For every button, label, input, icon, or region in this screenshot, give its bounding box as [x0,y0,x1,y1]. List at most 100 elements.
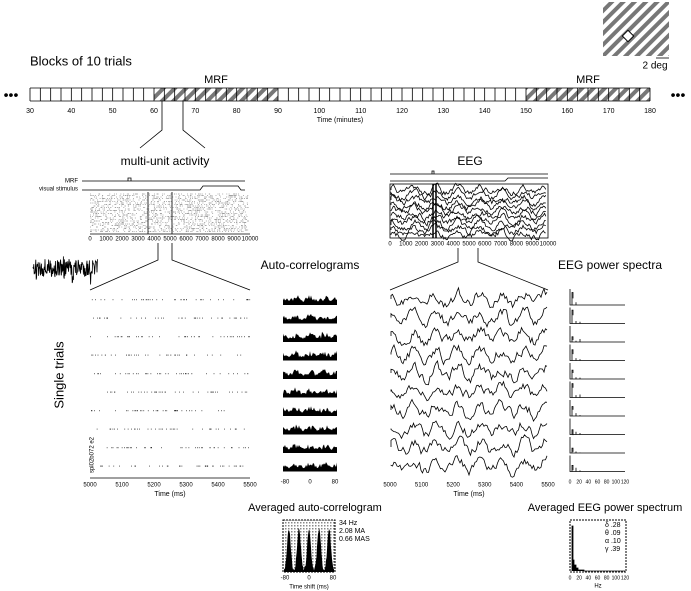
tick-label: 5300 [179,483,193,489]
tick-label: 0 [388,242,392,248]
tick-label: 5500 [541,483,555,489]
tick-label: 130 [437,108,449,115]
axis-label: Time (ms) [154,491,185,498]
axis-label: Time (ms) [453,491,484,498]
panel-title: EEG power spectra [558,258,662,272]
eeg-markers [432,184,437,238]
stat: 0.66 MAS [339,536,370,543]
tick-label: 9000 [526,242,540,248]
tick-label: 3000 [431,242,445,248]
tick-label: 7000 [494,242,508,248]
spectrum [569,344,625,361]
eeg-trial [390,420,548,440]
autocorrelogram [283,314,337,324]
unit-id: spl02b072 e2 [90,436,96,473]
spectrum [569,437,625,454]
raster-markers [147,192,173,234]
tick-label: 0 [569,575,572,581]
spectrum [569,418,625,436]
row-label: visual stimulus [39,187,78,193]
ellipsis: ••• [671,87,686,103]
tick-label: 6000 [179,237,193,243]
stimulus-grating [603,2,669,56]
eeg-trial [390,286,548,309]
autocorrelogram [283,295,337,305]
spike-train [96,428,245,430]
eeg-trial [390,380,548,402]
tick-label: 5100 [115,483,129,489]
timeline-title: Blocks of 10 trials [30,53,132,68]
autocorrelogram [283,369,337,379]
autocorrelogram [283,387,337,398]
tick-label: 160 [561,108,573,115]
eeg-trace [390,182,547,197]
eeg-trial [390,434,548,458]
tick-label: 120 [396,108,408,115]
tick-label: 0 [88,237,92,243]
tick-label: 120 [621,575,630,581]
tick-label: 6000 [478,242,492,248]
eeg-trace [390,212,547,228]
connector [139,101,206,149]
tick-label: 30 [26,108,34,115]
ellipsis: ••• [4,87,19,103]
eeg-trial [390,455,548,478]
eeg-box [389,183,549,239]
tick-label: 2000 [415,242,429,248]
spike-train [92,465,244,467]
tick-label: 80 [604,575,610,581]
tick-label: -80 [281,576,290,582]
tick-label: 20 [576,479,582,485]
tick-label: 5400 [510,483,524,489]
row-label: MRF [65,179,78,185]
spike-train [94,373,249,375]
fixation-marker [621,29,635,43]
tick-label: 8000 [510,242,524,248]
spike-train [91,299,251,301]
spike-train [107,391,248,393]
eeg-trial [390,306,548,329]
tick-label: 5000 [383,483,397,489]
tick-label: 100 [612,575,621,581]
avg-spectrum-box [569,519,627,573]
tick-label: 1000 [99,237,113,243]
tick-label: 90 [274,108,282,115]
tick-label: 5400 [211,483,225,489]
spectrum [569,307,625,324]
tick-label: 100 [313,108,325,115]
spike-train [106,447,249,449]
tick-label: 80 [332,480,339,486]
eeg-trial [390,398,548,423]
tick-label: 40 [67,108,75,115]
tick-label: 1000 [399,242,413,248]
tick-label: 50 [109,108,117,115]
spike-train [93,317,248,319]
avg-autocorrelogram [284,527,334,572]
tick-label: 80 [604,479,610,485]
spike-train [90,336,250,338]
tick-label: 5000 [83,483,97,489]
block-cells [29,87,651,102]
eeg-trace [390,197,546,213]
band: θ .09 [605,530,621,537]
eeg-trace [390,186,546,202]
tick-label: 20 [576,575,582,581]
tick-label: 70 [191,108,199,115]
tick-label: 3000 [131,237,145,243]
block-label: MRF [576,74,600,86]
panel-title: EEG [457,154,482,168]
tick-label: 4000 [147,237,161,243]
tick-label: 5000 [462,242,476,248]
panel-title: Averaged EEG power spectrum [528,502,682,514]
eeg-trace [390,228,546,243]
tick-label: 10000 [242,237,259,243]
eeg-trace [390,207,546,223]
tick-label: 150 [520,108,532,115]
tick-label: 0 [307,576,311,582]
spike-train [91,354,242,356]
event-lines [82,177,245,191]
spike-waveform [32,256,99,285]
block-label: MRF [204,74,228,86]
tick-label: 5300 [478,483,492,489]
